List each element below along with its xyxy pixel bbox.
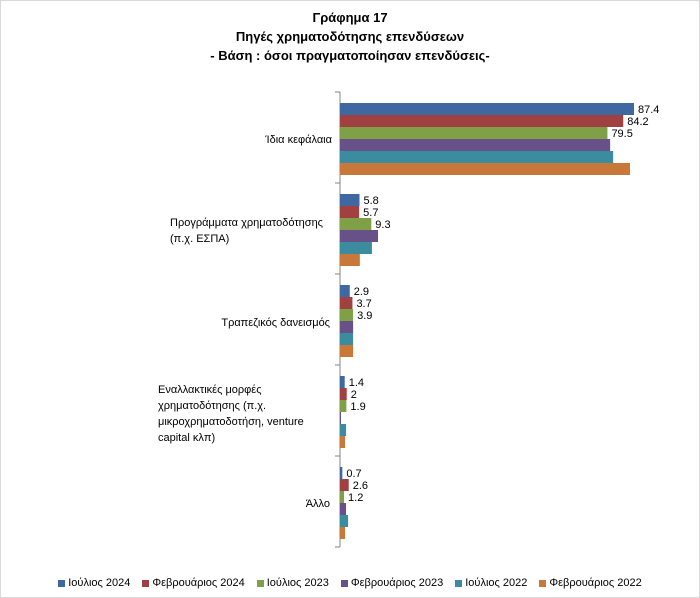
bar-0-4 [340,467,343,479]
data-label-1-1: 5.7 [363,207,378,219]
bar-1-4 [340,479,349,491]
bar-4-4 [340,515,349,527]
data-label-2-2: 3.9 [357,310,372,322]
bar-3-1 [340,230,379,242]
chart-title-line-1: Γράφημα 17 [312,10,388,25]
data-label-1-4: 2.6 [353,480,368,492]
bar-4-2 [340,333,354,345]
data-label-0-3: 1.4 [349,377,364,389]
data-label-0-2: 2.9 [354,286,369,298]
bar-2-2 [340,309,354,321]
bar-2-0 [340,127,608,139]
bar-1-2 [340,297,353,309]
legend-swatch [142,579,150,587]
legend-label: Φεβρουάριος 2022 [549,577,642,589]
legend-swatch [539,579,547,587]
legend-label: Φεβρουάριος 2023 [350,577,444,589]
data-label-2-1: 9.3 [375,219,390,231]
legend-item-2: Ιούλιος 2023 [256,577,329,589]
bar-4-3 [340,424,347,436]
category-label-2: Τραπεζικός δανεισμός [221,317,330,329]
bar-3-4 [340,503,347,515]
bar-4-0 [340,151,614,163]
bar-0-0 [340,103,635,115]
legend-item-5: Φεβρουάριος 2022 [539,577,642,589]
legend-label: Ιούλιος 2024 [68,577,131,589]
data-label-0-4: 0.7 [346,468,361,480]
bar-1-0 [340,115,624,127]
data-label-0-1: 5.8 [364,195,379,207]
legend-item-4: Ιούλιος 2022 [455,577,527,589]
category-label-0: Ίδια κεφάλαια [265,134,332,146]
bar-3-0 [340,139,611,151]
legend-swatch [340,579,348,587]
bar-0-3 [340,376,345,388]
legend-item-3: Φεβρουάριος 2023 [340,577,444,589]
legend: Ιούλιος 2024 Φεβρουάριος 2024 Ιούλιος 20… [0,577,700,589]
chart-title-line-2: Πηγές χρηματοδότησης επενδύσεων [235,29,465,44]
bar-0-1 [340,194,360,206]
bar-4-1 [340,242,372,254]
bar-5-2 [340,345,354,357]
legend-swatch [256,579,264,587]
bar-1-1 [340,206,360,218]
bar-3-3 [340,412,342,424]
data-label-1-3: 2 [351,389,357,401]
bar-5-1 [340,254,360,266]
bar-1-3 [340,388,347,400]
bar-2-4 [340,491,345,503]
legend-label: Ιούλιος 2023 [266,577,329,589]
bar-3-2 [340,321,354,333]
bar-5-4 [340,527,346,539]
data-label-2-3: 1.9 [350,401,365,413]
bar-0-2 [340,285,350,297]
data-label-2-0: 79.5 [611,128,632,140]
chart-title-line-3: - Βάση : όσοι πραγματοποίησαν επενδύσεις… [210,48,490,63]
bar-2-1 [340,218,372,230]
data-label-0-0: 87.4 [638,104,659,116]
bar-2-3 [340,400,347,412]
legend-item-1: Φεβρουάριος 2024 [142,577,245,589]
legend-swatch [58,579,66,587]
legend-swatch [455,579,463,587]
bar-5-3 [340,436,346,448]
data-label-1-0: 84.2 [627,116,648,128]
legend-label: Ιούλιος 2022 [465,577,528,589]
category-label-3: Εναλλακτικές μορφές χρηματοδότησης (π.χ.… [158,384,304,444]
bar-5-0 [340,163,630,175]
legend-item-0: Ιούλιος 2024 [58,577,130,589]
data-label-2-4: 1.2 [348,492,363,504]
data-label-1-2: 3.7 [356,298,371,310]
category-label-4: Άλλο [305,498,330,510]
category-label-1: Προγράμματα χρηματοδότησης (π.χ. ΕΣΠΑ) [170,217,323,245]
legend-label: Φεβρουάριος 2024 [152,577,245,589]
